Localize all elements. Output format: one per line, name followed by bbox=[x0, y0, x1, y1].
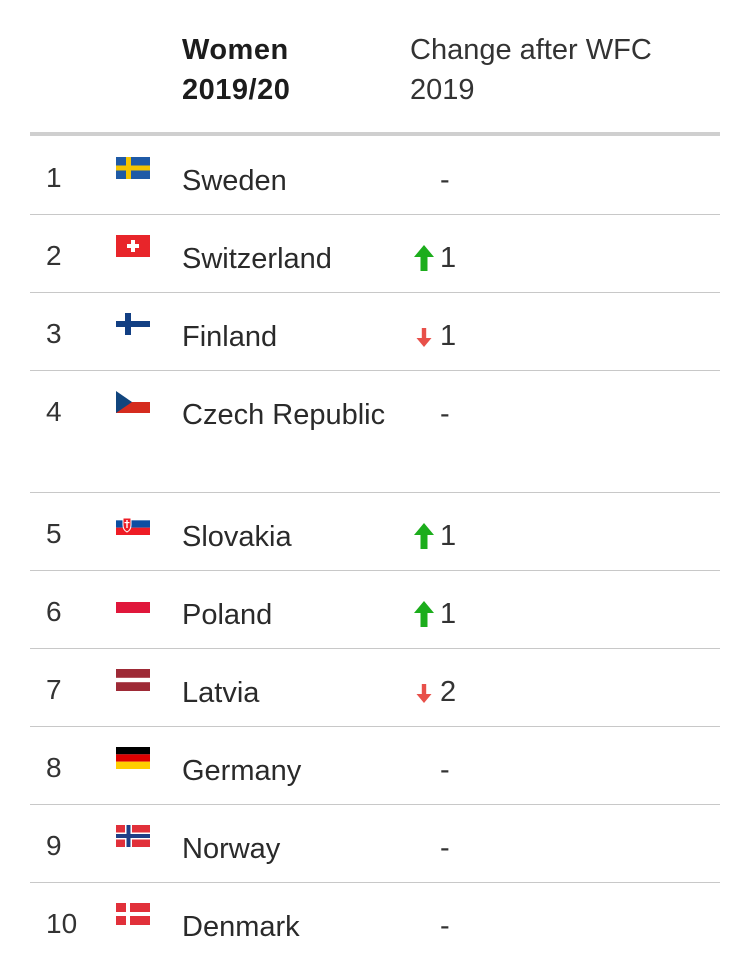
rank-change-value: - bbox=[440, 754, 450, 786]
rank-change-value: - bbox=[440, 164, 450, 196]
country-name: Czech Republic bbox=[182, 399, 386, 431]
column-header-change-line1: Change after WFC bbox=[410, 34, 652, 66]
table-row: 9 Norway - bbox=[30, 805, 720, 883]
table-row: 4 Czech Republic - bbox=[30, 371, 720, 493]
rank-change-value: - bbox=[440, 398, 450, 430]
table-row: 7 Latvia 2 bbox=[30, 649, 720, 727]
country-name: Poland bbox=[182, 599, 273, 631]
row-divider bbox=[30, 882, 720, 883]
table-row: 8 Germany - bbox=[30, 727, 720, 805]
rank-change-value: - bbox=[440, 832, 450, 864]
rank-change: 1 bbox=[410, 319, 456, 353]
column-header-change-line2: 2019 bbox=[410, 74, 475, 106]
poland-flag-icon bbox=[116, 591, 150, 613]
country-name: Switzerland bbox=[182, 243, 332, 275]
rank-number: 10 bbox=[46, 908, 78, 939]
rank-change: 1 bbox=[410, 241, 456, 275]
country-name: Latvia bbox=[182, 677, 260, 709]
table-row: 1 Sweden - bbox=[30, 137, 720, 215]
row-divider bbox=[30, 726, 720, 727]
rank-change-value: 1 bbox=[440, 320, 457, 352]
table-row: 10 Denmark - bbox=[30, 883, 720, 966]
arrow-up-icon bbox=[410, 520, 440, 552]
rank-number: 3 bbox=[46, 318, 62, 349]
row-divider bbox=[30, 804, 720, 805]
row-divider bbox=[30, 492, 720, 493]
row-divider bbox=[30, 570, 720, 571]
rank-change: 2 bbox=[410, 675, 456, 709]
country-name: Finland bbox=[182, 321, 278, 353]
country-name: Norway bbox=[182, 833, 281, 865]
rank-change-value: 1 bbox=[440, 242, 457, 274]
row-divider bbox=[30, 292, 720, 293]
rank-change: - bbox=[410, 163, 450, 197]
country-name: Germany bbox=[182, 755, 302, 787]
arrow-up-icon bbox=[410, 598, 440, 630]
czech-republic-flag-icon bbox=[116, 391, 150, 413]
rank-number: 4 bbox=[46, 396, 62, 427]
norway-flag-icon bbox=[116, 825, 150, 847]
country-name: Slovakia bbox=[182, 521, 292, 553]
rank-change-value: 2 bbox=[440, 676, 457, 708]
rank-number: 1 bbox=[46, 162, 62, 193]
slovakia-flag-icon bbox=[116, 513, 150, 535]
rank-change: - bbox=[410, 397, 450, 431]
rank-change: - bbox=[410, 831, 450, 865]
country-name: Denmark bbox=[182, 911, 300, 943]
finland-flag-icon bbox=[116, 313, 150, 335]
rank-number: 8 bbox=[46, 752, 62, 783]
table-header: Women 2019/20 Change after WFC 2019 bbox=[0, 0, 750, 136]
column-header-change: Change after WFC 2019 bbox=[410, 30, 730, 110]
rank-change-value: 1 bbox=[440, 520, 457, 552]
column-header-women-line1: Women bbox=[182, 34, 289, 66]
header-divider bbox=[30, 132, 720, 136]
germany-flag-icon bbox=[116, 747, 150, 769]
rank-number: 5 bbox=[46, 518, 62, 549]
rank-change: - bbox=[410, 753, 450, 787]
arrow-down-icon bbox=[410, 676, 440, 708]
country-name: Sweden bbox=[182, 165, 287, 197]
rank-number: 9 bbox=[46, 830, 62, 861]
rank-change-value: - bbox=[440, 910, 450, 942]
rank-number: 7 bbox=[46, 674, 62, 705]
arrow-down-icon bbox=[410, 320, 440, 352]
table-row: 5 Slovakia 1 bbox=[30, 493, 720, 571]
rank-change: 1 bbox=[410, 597, 456, 631]
row-divider bbox=[30, 214, 720, 215]
column-header-women-line2: 2019/20 bbox=[182, 74, 291, 106]
table-row: 6 Poland 1 bbox=[30, 571, 720, 649]
rank-number: 6 bbox=[46, 596, 62, 627]
sweden-flag-icon bbox=[116, 157, 150, 179]
row-divider bbox=[30, 648, 720, 649]
table-row: 2 Switzerland 1 bbox=[30, 215, 720, 293]
column-header-women: Women 2019/20 bbox=[182, 30, 392, 110]
latvia-flag-icon bbox=[116, 669, 150, 691]
table-row: 3 Finland 1 bbox=[30, 293, 720, 371]
rank-change: 1 bbox=[410, 519, 456, 553]
arrow-up-icon bbox=[410, 242, 440, 274]
rank-change-value: 1 bbox=[440, 598, 457, 630]
row-divider bbox=[30, 370, 720, 371]
switzerland-flag-icon bbox=[116, 235, 150, 257]
rank-change: - bbox=[410, 909, 450, 943]
denmark-flag-icon bbox=[116, 903, 150, 925]
rank-number: 2 bbox=[46, 240, 62, 271]
